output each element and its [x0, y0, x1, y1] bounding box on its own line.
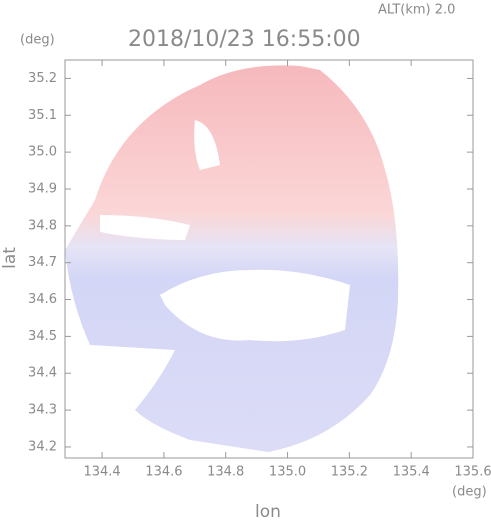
y-tick-label: 34.4 — [28, 366, 57, 381]
x-tick-label: 135.6 — [454, 465, 491, 480]
y-tick-label: 35.1 — [28, 108, 57, 123]
x-tick-label: 135.2 — [331, 465, 368, 480]
y-tick-label: 35.2 — [28, 71, 57, 86]
y-tick-label: 34.9 — [28, 181, 57, 196]
subtitle: ALT(km) 2.0 — [378, 3, 455, 18]
y-tick-label: 34.6 — [28, 292, 57, 307]
x-tick-label: 135.0 — [269, 465, 306, 480]
y-axis-label: lat — [0, 247, 20, 269]
x-tick-label: 135.4 — [393, 465, 430, 480]
x-unit: (deg) — [452, 485, 487, 500]
y-tick-label: 35.0 — [28, 145, 57, 160]
plot-frame — [64, 59, 474, 459]
y-tick-label: 34.2 — [28, 439, 57, 454]
chart-title: 2018/10/23 16:55:00 — [128, 27, 361, 52]
radar-field — [65, 65, 399, 452]
y-tick-label: 34.8 — [28, 218, 57, 233]
y-tick-label: 34.3 — [28, 403, 57, 418]
y-unit: (deg) — [20, 33, 55, 48]
x-tick-label: 134.4 — [83, 465, 120, 480]
y-tick-label: 34.7 — [28, 255, 57, 270]
x-axis-label: lon — [255, 502, 281, 521]
x-tick-label: 134.6 — [145, 465, 182, 480]
y-tick-label: 34.5 — [28, 329, 57, 344]
x-tick-label: 134.8 — [207, 465, 244, 480]
